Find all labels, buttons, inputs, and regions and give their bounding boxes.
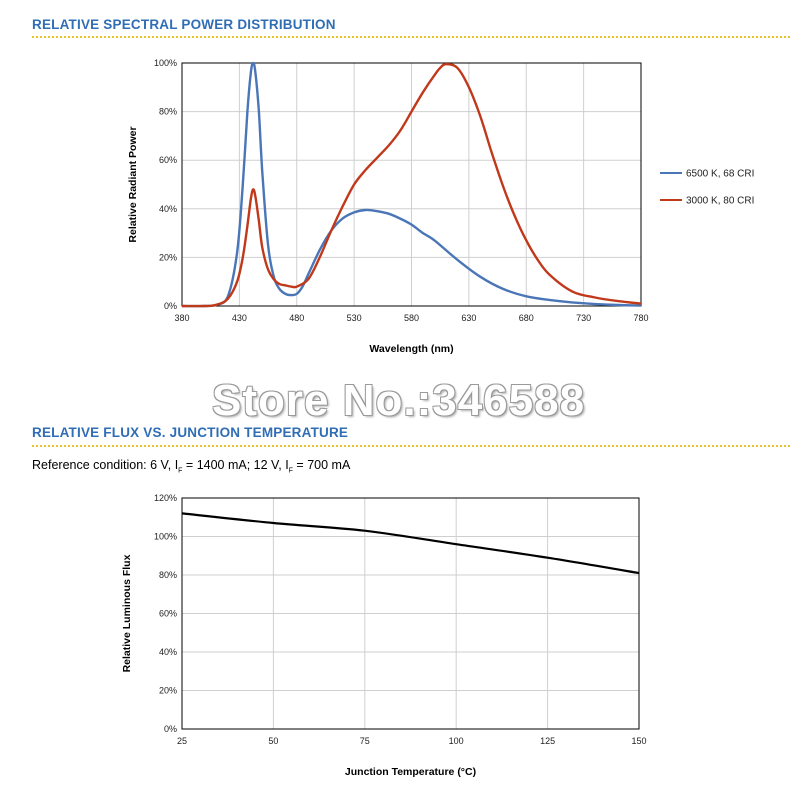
y-tick-label: 120% xyxy=(154,493,177,503)
x-tick-label: 630 xyxy=(461,313,476,323)
x-tick-label: 75 xyxy=(360,736,370,746)
y-tick-label: 60% xyxy=(159,609,177,619)
x-tick-label: 380 xyxy=(174,313,189,323)
reference-sub-f1: F xyxy=(178,467,183,475)
legend-label: 3000 K, 80 CRI xyxy=(686,196,754,207)
legend-label: 6500 K, 68 CRI xyxy=(686,169,754,180)
y-tick-label: 80% xyxy=(159,570,177,580)
plot-frame xyxy=(181,62,642,307)
x-tick-label: 125 xyxy=(540,736,555,746)
y-tick-label: 0% xyxy=(164,301,177,311)
y-tick-label: 40% xyxy=(159,204,177,214)
flux-section-divider xyxy=(32,445,790,447)
spectral-section-divider xyxy=(32,36,790,38)
y-tick-label: 0% xyxy=(164,724,177,734)
x-tick-label: 680 xyxy=(519,313,534,323)
series-line-3000k xyxy=(181,62,642,308)
x-tick-label: 100 xyxy=(449,736,464,746)
x-tick-label: 430 xyxy=(232,313,247,323)
reference-sub-f2: F xyxy=(288,467,293,475)
y-tick-label: 20% xyxy=(159,252,177,262)
x-axis-label: Junction Temperature (°C) xyxy=(345,766,476,778)
spectral-section-title: RELATIVE SPECTRAL POWER DISTRIBUTION xyxy=(32,17,336,32)
y-tick-label: 100% xyxy=(154,58,177,68)
y-tick-label: 20% xyxy=(159,686,177,696)
spectral-power-chart: 380 430 480 530 580 630 680 730 780 0% 20% 40% 60% 80… xyxy=(127,58,754,355)
x-tick-label: 50 xyxy=(268,736,278,746)
x-tick-label: 580 xyxy=(404,313,419,323)
x-tick-label: 530 xyxy=(347,313,362,323)
reference-mid: = 1400 mA; 12 V, I xyxy=(182,458,289,472)
reference-suffix: = 700 mA xyxy=(292,458,351,472)
flux-section-title: RELATIVE FLUX VS. JUNCTION TEMPERATURE xyxy=(32,425,349,440)
reference-condition: Reference condition: 6 V, IF = 1400 mA; … xyxy=(32,458,350,475)
x-tick-label: 150 xyxy=(631,736,646,746)
x-tick-label: 25 xyxy=(177,736,187,746)
store-watermark: Store No.:346588 xyxy=(212,376,586,425)
y-tick-label: 60% xyxy=(159,155,177,165)
y-axis-label: Relative Radiant Power xyxy=(127,126,139,242)
x-tick-label: 480 xyxy=(289,313,304,323)
y-tick-label: 100% xyxy=(154,532,177,542)
plot-frame xyxy=(181,497,640,730)
x-axis-label: Wavelength (nm) xyxy=(369,343,453,355)
series-line-6500k xyxy=(181,61,642,308)
x-tick-label: 730 xyxy=(576,313,591,323)
flux-temperature-chart: 25 50 75 100 125 150 0% 20% 40% 60% 80% 100% 120% Jun… xyxy=(121,493,647,778)
y-tick-label: 40% xyxy=(159,647,177,657)
series-line xyxy=(181,512,640,575)
x-tick-label: 780 xyxy=(633,313,648,323)
y-tick-label: 80% xyxy=(159,107,177,117)
y-axis-label: Relative Luminous Flux xyxy=(121,554,133,672)
reference-prefix: Reference condition: 6 V, I xyxy=(32,458,179,472)
